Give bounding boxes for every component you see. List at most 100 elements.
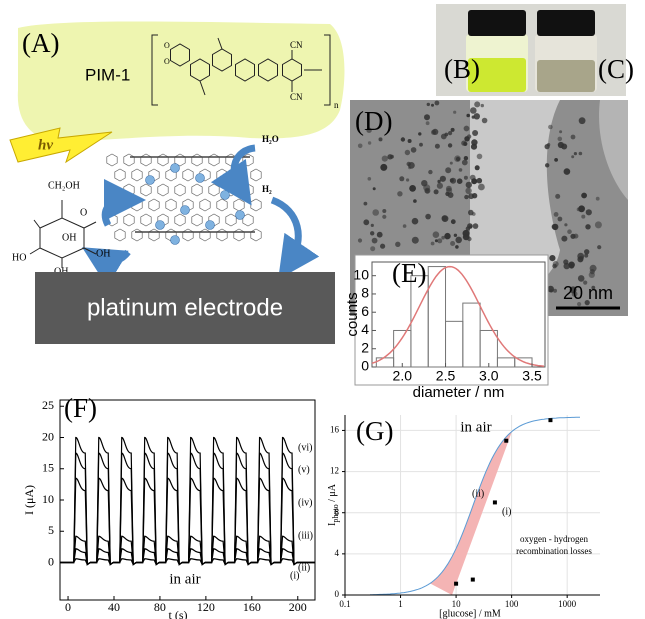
x-tick-label: 2.5 [436, 368, 456, 384]
particle [579, 152, 583, 156]
particle [425, 214, 431, 220]
ring [183, 229, 193, 241]
particle [462, 160, 468, 166]
particle [597, 245, 601, 249]
y-tick-label: 10 [353, 266, 369, 282]
ring [251, 169, 261, 181]
particle [368, 141, 371, 144]
particle [426, 121, 430, 125]
annotation: oxygen - hydrogen [520, 534, 588, 544]
particle [554, 212, 559, 217]
data-point [454, 582, 458, 586]
vial-cap [468, 10, 526, 36]
panel-label: (D) [355, 106, 392, 136]
ring [149, 229, 159, 241]
x-tick-label: 80 [154, 600, 166, 614]
particle [444, 233, 450, 239]
particle [380, 244, 385, 249]
x-tick-label: 1 [398, 599, 403, 609]
label-part: photo [331, 504, 340, 522]
particle [455, 245, 459, 249]
particle [453, 111, 456, 114]
catalyst [171, 236, 180, 245]
label-part: / μA [327, 483, 338, 504]
x-tick-label: 3.0 [479, 368, 499, 384]
particle [481, 104, 484, 107]
particle [408, 166, 411, 169]
particle [431, 242, 435, 246]
ring [158, 154, 168, 166]
particle [448, 131, 452, 135]
particle [419, 143, 423, 147]
series-label: (v) [298, 464, 310, 475]
catalyst [196, 174, 205, 183]
ring [115, 229, 125, 241]
arrow [234, 148, 255, 188]
particle [368, 177, 372, 181]
particle [585, 224, 590, 229]
ring [234, 229, 244, 241]
catalyst [206, 221, 215, 230]
particle [411, 147, 417, 153]
ring [124, 214, 134, 226]
ring [166, 199, 176, 211]
particle [454, 155, 461, 162]
panel-label: (C) [598, 54, 634, 84]
particle [399, 176, 404, 181]
ring [115, 169, 125, 181]
particle [380, 164, 387, 171]
y-tick-label: 2 [361, 339, 369, 355]
particle [448, 143, 452, 147]
particle [427, 103, 430, 106]
group-label: OH [62, 232, 76, 243]
particle [465, 188, 471, 194]
atom-label: O [164, 57, 170, 66]
annotation: in air [169, 571, 200, 587]
atom-label: CN [290, 40, 303, 50]
particle [461, 141, 466, 146]
series-label: (vi) [298, 442, 312, 453]
ring [141, 154, 151, 166]
y-tick-label: 0 [361, 358, 369, 374]
y-tick-label: 8 [361, 285, 369, 301]
x-tick-label: 200 [289, 600, 307, 614]
ring [158, 184, 168, 196]
particle [564, 223, 567, 226]
x-tick-label: 3.5 [522, 368, 542, 384]
particle [387, 154, 392, 159]
particle [571, 135, 576, 140]
panel-label: (A) [22, 28, 59, 58]
scale-label: 20 nm [563, 283, 613, 303]
particle [370, 231, 374, 235]
ring [183, 169, 193, 181]
particle [548, 125, 553, 130]
particle [445, 167, 451, 173]
particle [405, 150, 410, 155]
particle [358, 144, 363, 149]
particle [552, 224, 557, 229]
particle [407, 162, 411, 166]
page: { "panel_labels": {"a": "(A)", "b": "(B)… [0, 0, 645, 619]
particle [463, 230, 470, 237]
particle [435, 239, 438, 242]
particle [464, 136, 469, 141]
group-label: HO [12, 252, 26, 263]
annotation: (i) [502, 506, 511, 517]
ring [243, 184, 253, 196]
group-label: CH₂OH [48, 180, 80, 191]
particle [412, 237, 419, 244]
particle [431, 130, 436, 135]
particle [370, 246, 375, 251]
ring [141, 184, 151, 196]
y-tick-label: 15 [42, 461, 54, 475]
electrode-label: platinum electrode [87, 294, 283, 321]
y-tick-label: 16 [330, 424, 340, 434]
particle [471, 178, 477, 184]
annotation: in air [460, 419, 491, 435]
particle [555, 194, 560, 199]
particle [371, 224, 374, 227]
particle [446, 188, 452, 194]
x-axis-label: diameter / nm [413, 384, 505, 401]
molecule-label: H₂ [262, 184, 272, 194]
ring [175, 214, 185, 226]
